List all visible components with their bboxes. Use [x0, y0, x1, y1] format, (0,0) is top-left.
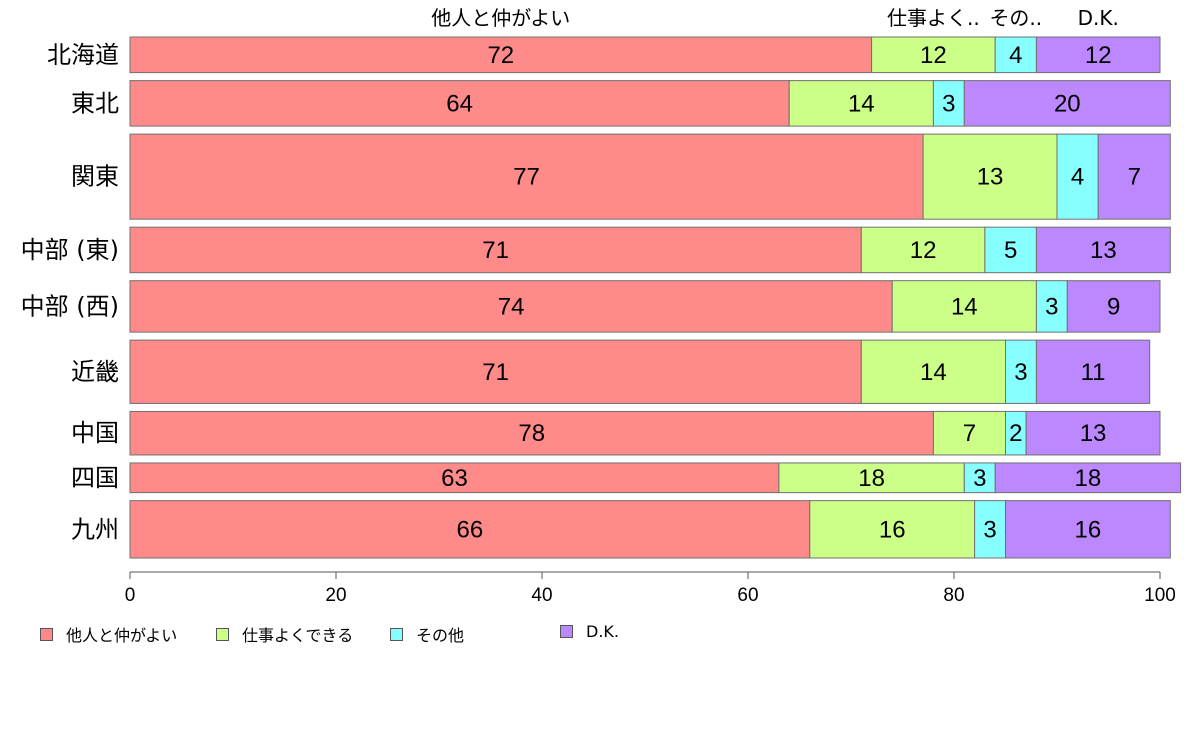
bar-segment	[129, 226, 862, 274]
x-tick-label: 80	[943, 585, 964, 606]
data-label: 64	[446, 90, 473, 117]
bar-segment	[1005, 339, 1037, 404]
data-label: 13	[1080, 420, 1107, 447]
category-label: 近畿	[71, 358, 119, 386]
bar-segment	[1035, 36, 1161, 74]
category-label: 北海道	[47, 41, 119, 69]
series-top-label: その..	[989, 6, 1042, 30]
data-label: 3	[1014, 359, 1027, 386]
bar-segment	[963, 462, 996, 494]
category-label: 中部 (西)	[21, 292, 119, 320]
legend-label: 他人と仲がよい	[66, 626, 178, 645]
series-top-label: 仕事よく..	[887, 6, 980, 30]
data-label: 14	[920, 359, 947, 386]
bar-segment	[922, 133, 1058, 220]
category-label: 中部 (東)	[21, 236, 119, 264]
legend-label: D.K.	[586, 622, 619, 641]
bar-segment	[129, 500, 811, 559]
bar-segment	[129, 280, 893, 333]
data-label: 20	[1054, 90, 1081, 117]
series-top-label: D.K.	[1078, 6, 1119, 30]
legend-item: その他	[390, 622, 464, 646]
bar-segment	[871, 36, 996, 74]
category-label: 四国	[71, 464, 119, 492]
data-label: 7	[1128, 164, 1141, 191]
data-label: 74	[498, 293, 525, 320]
bar-segment	[778, 462, 965, 494]
x-tick-label: 40	[531, 585, 552, 606]
bar-segment	[1056, 133, 1099, 220]
bar-segment	[860, 226, 986, 274]
data-label: 7	[963, 420, 976, 447]
bar-segment	[788, 80, 934, 127]
data-label: 16	[879, 516, 906, 543]
bar-segment	[1005, 500, 1171, 559]
data-label: 78	[518, 420, 545, 447]
legend-swatch	[216, 627, 229, 641]
data-label: 14	[848, 90, 875, 117]
series-top-label: 他人と仲がよい	[431, 6, 570, 30]
data-label: 11	[1081, 359, 1106, 386]
x-tick-label: 100	[1144, 585, 1176, 606]
legend-swatch	[390, 627, 403, 641]
bar-segment	[129, 339, 862, 404]
bar-segment	[1066, 280, 1161, 333]
data-label: 4	[1009, 42, 1022, 69]
bar-segment	[1097, 133, 1171, 220]
data-label: 3	[973, 465, 986, 492]
data-label: 12	[910, 237, 937, 264]
data-label: 66	[457, 516, 484, 543]
bar-segment	[891, 280, 1037, 333]
category-label: 関東	[71, 163, 119, 191]
legend-label: 仕事よくできる	[242, 626, 354, 645]
bar-segment	[984, 226, 1037, 274]
data-label: 12	[1085, 42, 1112, 69]
data-label: 72	[487, 42, 514, 69]
data-label: 18	[858, 465, 885, 492]
bar-segment	[129, 133, 924, 220]
bar-segment	[994, 462, 1182, 494]
data-label: 3	[983, 516, 996, 543]
legend-item: 他人と仲がよい	[40, 622, 177, 646]
legend-swatch	[560, 625, 573, 638]
legend-swatch	[40, 627, 53, 641]
data-label: 5	[1004, 237, 1017, 264]
data-label: 14	[951, 293, 978, 320]
category-label: 九州	[71, 515, 119, 543]
bar-segment	[129, 410, 934, 456]
data-label: 16	[1075, 516, 1102, 543]
x-tick-label: 0	[125, 585, 136, 606]
bar-segment	[932, 410, 1007, 456]
data-label: 63	[441, 465, 468, 492]
data-label: 9	[1107, 293, 1120, 320]
data-label: 3	[942, 90, 955, 117]
data-label: 13	[977, 164, 1004, 191]
data-label: 71	[482, 359, 509, 386]
bar-segment	[932, 80, 965, 127]
category-label: 中国	[71, 419, 119, 447]
bar-segment	[1035, 339, 1151, 404]
legend-item: D.K.	[560, 622, 619, 641]
data-label: 3	[1045, 293, 1058, 320]
bar-segment	[129, 36, 873, 74]
bar-segment	[809, 500, 976, 559]
bar-segment	[129, 80, 790, 127]
x-tick-label: 20	[325, 585, 346, 606]
bar-segment	[1025, 410, 1161, 456]
legend-item: 仕事よくできる	[216, 622, 353, 646]
bar-segment	[963, 80, 1171, 127]
bar-segment	[1035, 226, 1171, 274]
data-label: 18	[1075, 465, 1102, 492]
data-label: 2	[1009, 420, 1022, 447]
bar-segment	[129, 462, 780, 494]
x-tick-label: 60	[737, 585, 758, 606]
data-label: 4	[1071, 164, 1084, 191]
data-label: 71	[482, 237, 509, 264]
data-label: 12	[920, 42, 947, 69]
data-label: 77	[513, 164, 540, 191]
legend-label: その他	[416, 626, 465, 645]
data-label: 13	[1090, 237, 1117, 264]
category-label: 東北	[71, 89, 119, 117]
